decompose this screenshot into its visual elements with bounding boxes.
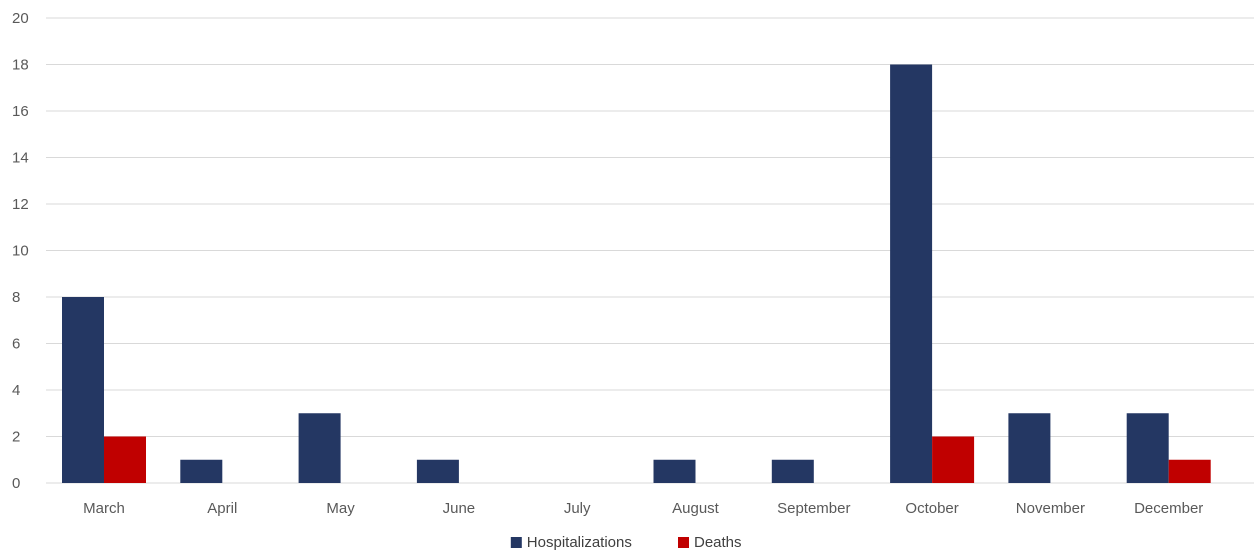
y-tick-label: 2 [12, 429, 20, 446]
x-tick-label: October [905, 500, 958, 517]
y-tick-label: 10 [12, 243, 29, 260]
x-tick-label: May [326, 500, 355, 517]
bar-hospitalizations-june [416, 459, 459, 483]
bar-hospitalizations-may [298, 413, 341, 483]
y-tick-label: 14 [12, 150, 29, 167]
bar-hospitalizations-august [653, 459, 696, 483]
x-tick-label: November [1016, 500, 1085, 517]
bar-deaths-december [1168, 459, 1211, 483]
y-tick-label: 0 [12, 475, 20, 492]
y-axis-tick-labels: 0 2 4 6 8 10 12 14 16 18 20 [12, 10, 29, 492]
x-tick-label: September [777, 500, 850, 517]
bar-hospitalizations-march [62, 297, 104, 483]
bar-hospitalizations-october [890, 64, 933, 483]
y-tick-label: 8 [12, 289, 20, 306]
y-tick-label: 20 [12, 10, 29, 27]
y-tick-label: 6 [12, 336, 20, 353]
x-tick-label: August [672, 500, 720, 517]
gridlines [46, 17, 1254, 484]
y-tick-label: 18 [12, 57, 29, 74]
y-tick-label: 12 [12, 196, 29, 213]
bars [62, 64, 1211, 483]
legend-swatch-hospitalizations [510, 537, 522, 548]
bar-deaths-march [104, 436, 146, 483]
bar-hospitalizations-december [1126, 413, 1169, 483]
bar-hospitalizations-april [180, 459, 223, 483]
x-axis-tick-labels: March April May June July August September Octo… [83, 500, 1203, 517]
x-tick-label: June [443, 500, 476, 517]
bar-hospitalizations-november [1008, 413, 1051, 483]
x-tick-label: July [564, 500, 591, 517]
bar-hospitalizations-september [771, 459, 814, 483]
x-tick-label: March [83, 500, 125, 517]
legend-swatch-deaths [678, 537, 689, 548]
y-tick-label: 16 [12, 103, 29, 120]
bar-deaths-october [932, 436, 975, 483]
y-tick-label: 4 [12, 382, 20, 399]
x-tick-label: December [1134, 500, 1203, 517]
x-tick-label: April [207, 500, 237, 517]
legend-label-hospitalizations: Hospitalizations [527, 534, 632, 551]
legend-label-deaths: Deaths [694, 534, 742, 551]
legend: Hospitalizations Deaths [510, 534, 742, 551]
